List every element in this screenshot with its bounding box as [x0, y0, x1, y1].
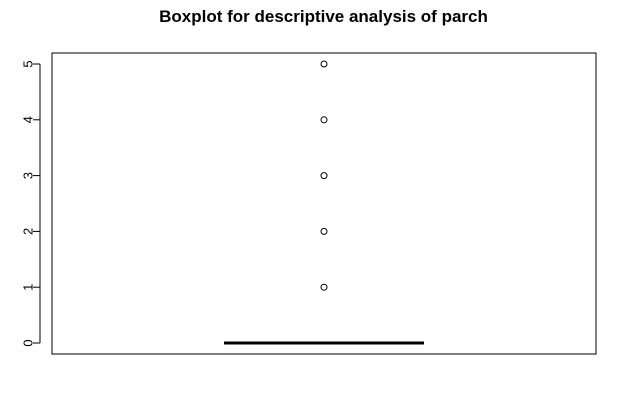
outlier-point [320, 227, 328, 235]
y-tick-label: 0 [21, 339, 36, 346]
plot-frame [51, 52, 597, 355]
y-tick-label: 1 [21, 284, 36, 291]
outlier-point [320, 172, 328, 180]
y-tick-label: 5 [21, 60, 36, 67]
outlier-point [320, 60, 328, 68]
chart-title: Boxplot for descriptive analysis of parc… [159, 7, 488, 26]
outlier-point [320, 283, 328, 291]
y-tick-label: 2 [21, 228, 36, 235]
y-tick-label: 3 [21, 172, 36, 179]
outlier-point [320, 116, 328, 124]
y-tick-label: 4 [21, 116, 36, 123]
box-series [224, 60, 424, 345]
y-axis: 0 1 2 3 4 5 [21, 60, 41, 347]
